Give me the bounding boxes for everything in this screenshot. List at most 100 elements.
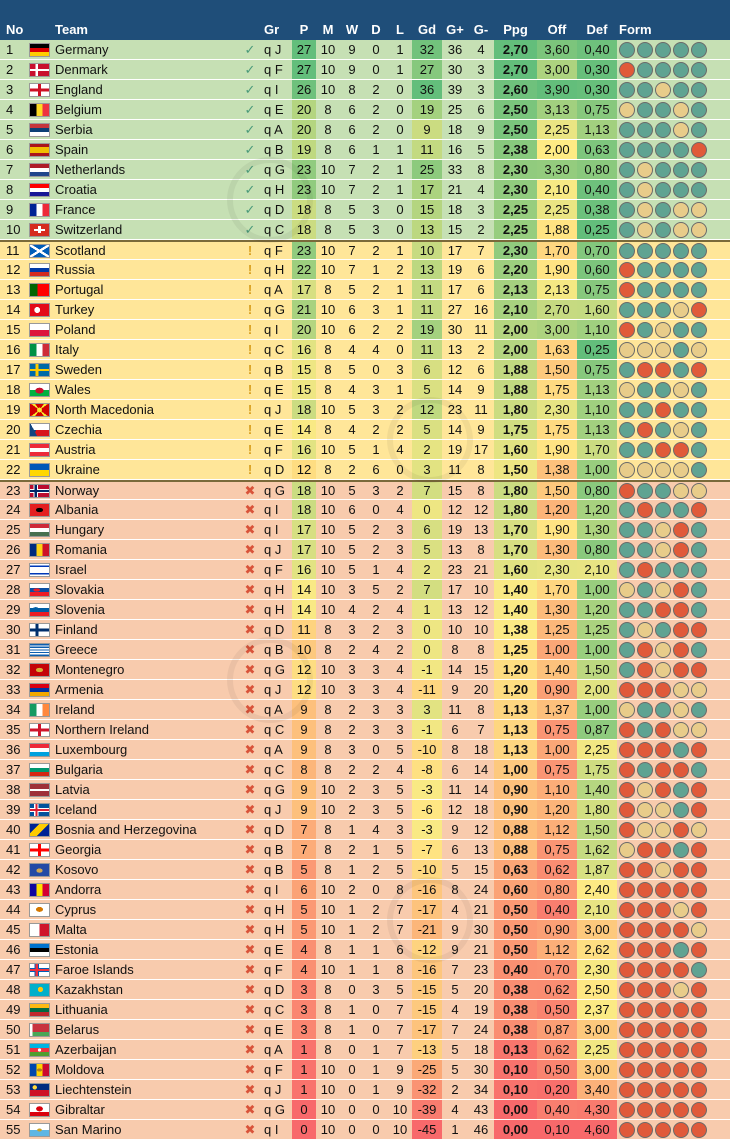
draws-cell: 2 — [372, 322, 380, 337]
goal-diff-cell: 0 — [412, 640, 442, 659]
flag-icon — [29, 662, 50, 677]
ppg-cell: 1,40 — [494, 580, 537, 599]
def-cell: 2,50 — [577, 980, 617, 999]
goals-against-cell: 3 — [477, 62, 485, 77]
table-row: 15 Poland! q I 20 10 6 2 2 19 30 11 2,00 3,00 1,10 — [0, 320, 730, 340]
ppg-cell: 2,30 — [494, 180, 537, 199]
ppg-cell: 2,25 — [494, 200, 537, 219]
form-result-icon — [655, 541, 671, 558]
flag-icon — [29, 902, 50, 917]
form-result-icon — [673, 921, 689, 938]
draws-cell: 3 — [372, 782, 380, 797]
goal-diff-cell: 1 — [412, 600, 442, 619]
draws-cell: 0 — [372, 502, 380, 517]
goals-against-cell: 2 — [477, 222, 485, 237]
form-result-icon — [637, 1041, 653, 1058]
form-result-icon — [655, 761, 671, 778]
rank-cell: 35 — [6, 722, 21, 737]
table-row: 28 Slovakia ✖ q H 14 10 3 5 2 7 17 10 1,40 1,70 1,00 — [0, 580, 730, 600]
off-cell: 0,40 — [537, 1100, 577, 1119]
form-result-icon — [655, 661, 671, 678]
off-cell: 1,30 — [537, 600, 577, 619]
flag-icon — [29, 82, 50, 97]
off-cell: 2,70 — [537, 300, 577, 319]
off-cell: 1,00 — [537, 640, 577, 659]
form-result-icon — [673, 201, 689, 218]
matches-cell: 10 — [320, 962, 336, 977]
group-cell: q G — [264, 782, 285, 797]
flag-icon — [29, 562, 50, 577]
ppg-cell: 2,70 — [494, 60, 537, 79]
check-icon: ✓ — [244, 161, 256, 177]
flag-cell — [27, 1040, 52, 1059]
off-cell: 1,20 — [537, 800, 577, 819]
form-cell — [617, 520, 724, 539]
form-result-icon — [637, 421, 653, 438]
form-result-icon — [673, 801, 689, 818]
exclamation-icon: ! — [247, 402, 253, 417]
draws-cell: 2 — [372, 602, 380, 617]
ppg-cell: 0,38 — [494, 980, 537, 999]
matches-cell: 10 — [320, 542, 336, 557]
matches-cell: 8 — [324, 462, 332, 477]
losses-cell: 8 — [396, 962, 404, 977]
wins-cell: 5 — [348, 282, 356, 297]
wins-cell: 2 — [348, 702, 356, 717]
form-result-icon — [673, 482, 689, 499]
goals-for-cell: 23 — [447, 402, 463, 417]
form-result-icon — [691, 941, 707, 958]
goals-for-cell: 25 — [447, 102, 463, 117]
off-cell: 1,90 — [537, 260, 577, 279]
form-result-icon — [673, 521, 689, 538]
rank-cell: 38 — [6, 782, 21, 797]
form-result-icon — [637, 361, 653, 378]
goals-for-cell: 11 — [448, 782, 462, 797]
rank-cell: 51 — [6, 1042, 21, 1057]
goals-for-cell: 14 — [447, 382, 463, 397]
table-row: 36 Luxembourg ✖ q A 9 8 3 0 5 -10 8 18 1,13 1,00 2,25 — [0, 740, 730, 760]
form-result-icon — [619, 421, 635, 438]
rank-cell: 52 — [6, 1062, 21, 1077]
ppg-cell: 2,70 — [494, 40, 537, 59]
form-result-icon — [637, 281, 653, 298]
wins-cell: 1 — [348, 922, 356, 937]
flag-cell — [27, 820, 52, 839]
form-result-icon — [655, 441, 671, 458]
team-name: Poland — [55, 322, 96, 337]
team-name: Luxembourg — [55, 742, 128, 757]
goals-against-cell: 19 — [473, 1002, 489, 1017]
def-cell: 2,10 — [577, 560, 617, 579]
form-result-icon — [655, 121, 671, 138]
form-result-icon — [637, 641, 653, 658]
goal-diff-cell: -21 — [412, 920, 442, 939]
form-result-icon — [691, 1021, 707, 1038]
goals-for-cell: 7 — [451, 962, 459, 977]
matches-cell: 8 — [324, 102, 332, 117]
form-result-icon — [691, 161, 707, 178]
group-cell: q D — [264, 622, 285, 637]
goals-for-cell: 6 — [451, 722, 459, 737]
form-result-icon — [637, 41, 653, 58]
flag-icon — [29, 962, 50, 977]
points-cell: 5 — [292, 900, 316, 919]
flag-icon — [29, 342, 50, 357]
form-cell — [617, 400, 724, 419]
losses-cell: 1 — [396, 382, 404, 397]
goal-diff-cell: 13 — [412, 260, 442, 279]
points-cell: 23 — [292, 160, 316, 179]
ppg-cell: 1,80 — [494, 400, 537, 419]
flag-icon — [29, 702, 50, 717]
rank-cell: 13 — [6, 282, 21, 297]
wins-cell: 7 — [348, 162, 356, 177]
table-row: 24 Albania ✖ q I 18 10 6 0 4 0 12 12 1,80 1,20 1,20 — [0, 500, 730, 520]
team-name: Greece — [55, 642, 98, 657]
header-wins: W — [345, 22, 359, 37]
goals-against-cell: 46 — [473, 1122, 489, 1137]
form-result-icon — [655, 341, 671, 358]
goals-for-cell: 19 — [447, 522, 463, 537]
goal-diff-cell: -25 — [412, 1060, 442, 1079]
def-cell: 0,25 — [577, 340, 617, 359]
team-name: Portugal — [55, 282, 104, 297]
goals-against-cell: 3 — [477, 82, 485, 97]
goals-against-cell: 4 — [477, 182, 485, 197]
